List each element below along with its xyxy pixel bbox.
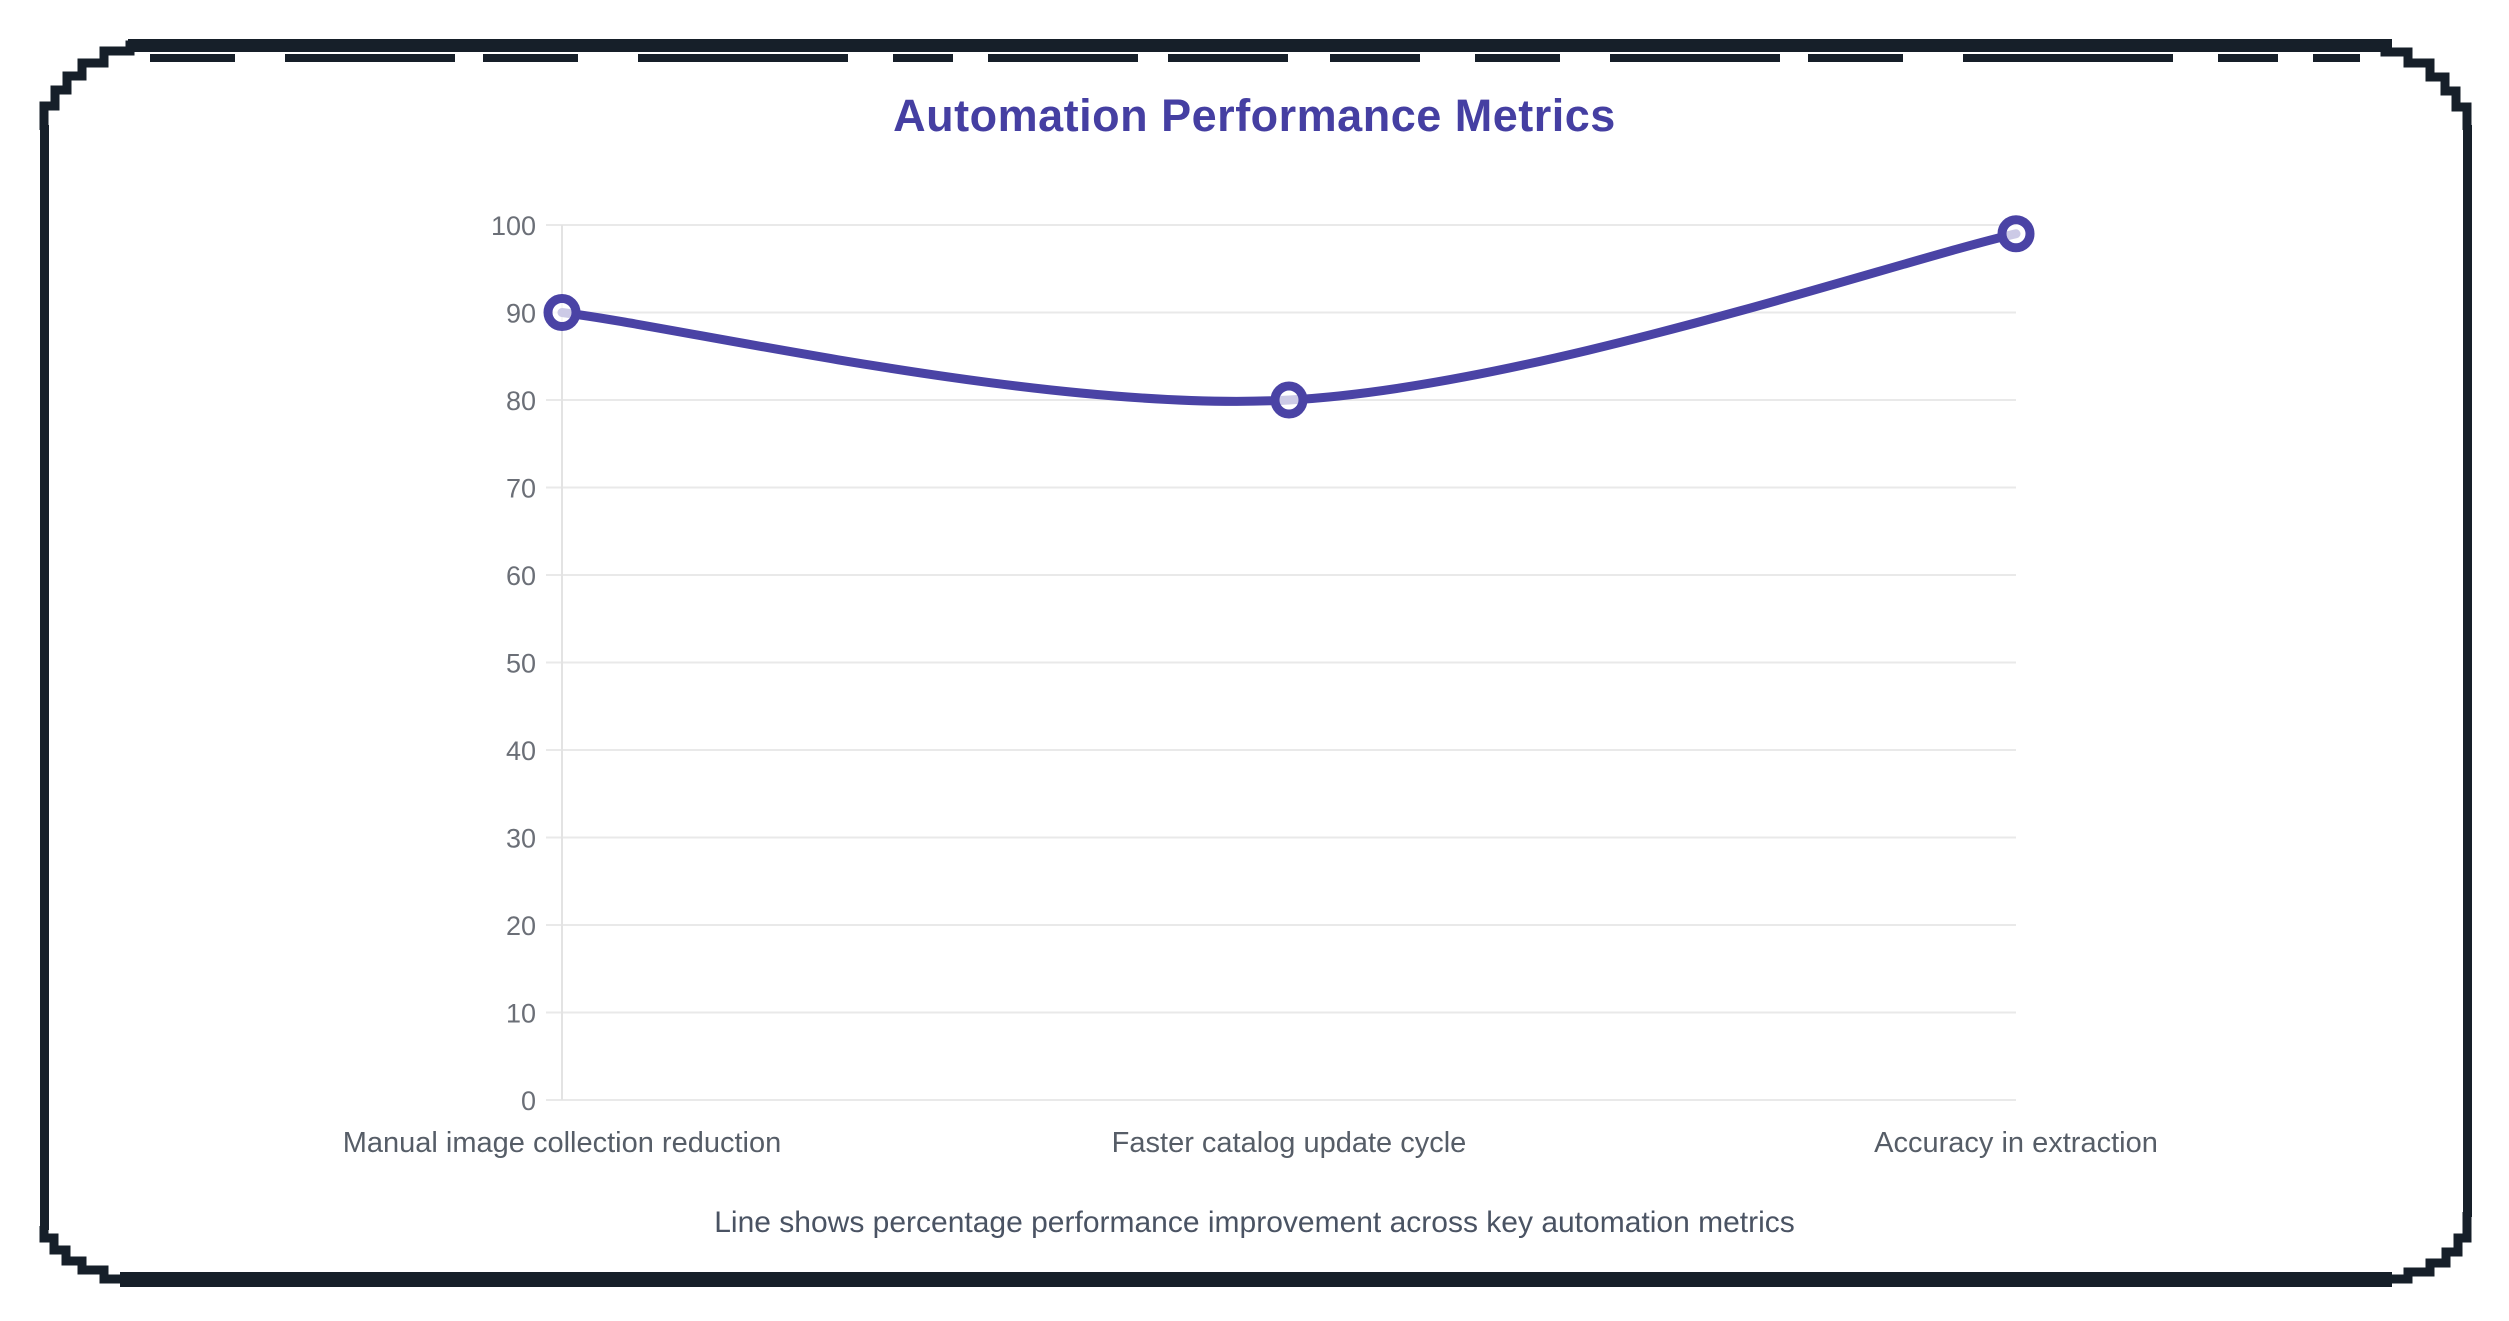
y-tick-label: 60 (506, 561, 536, 591)
y-tick-label: 90 (506, 299, 536, 329)
data-point[interactable] (1270, 381, 1308, 419)
y-tick-label: 100 (491, 211, 536, 241)
x-category-label: Accuracy in extraction (1874, 1127, 2158, 1159)
y-tick-label: 80 (506, 386, 536, 416)
x-category-label: Manual image collection reduction (343, 1127, 781, 1159)
series-line (557, 229, 2021, 406)
chart-caption: Line shows percentage performance improv… (714, 1206, 1795, 1239)
y-tick-label: 20 (506, 911, 536, 941)
data-point[interactable] (543, 294, 581, 331)
y-tick-label: 30 (506, 824, 536, 854)
data-point[interactable] (1997, 215, 2035, 253)
x-category-label: Faster catalog update cycle (1112, 1127, 1467, 1159)
chart-title: Automation Performance Metrics (893, 90, 1616, 141)
y-tick-label: 50 (506, 649, 536, 679)
y-tick-label: 0 (521, 1086, 536, 1116)
y-tick-label: 70 (506, 474, 536, 504)
y-tick-label: 40 (506, 736, 536, 766)
y-tick-label: 10 (506, 999, 536, 1029)
